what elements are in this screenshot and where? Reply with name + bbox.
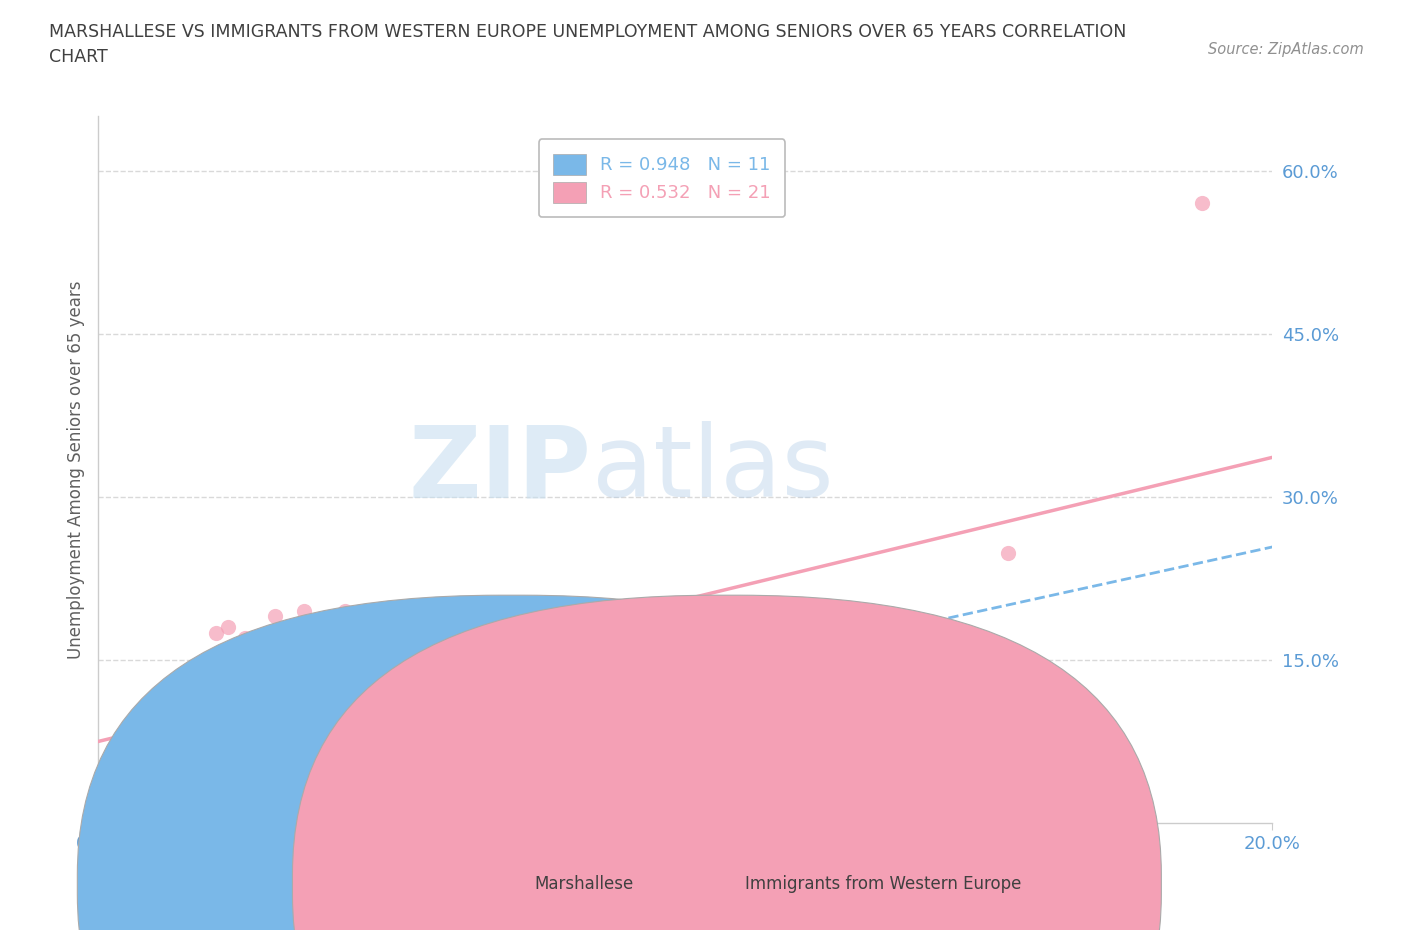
Point bbox=[146, 775, 169, 790]
Y-axis label: Unemployment Among Seniors over 65 years: Unemployment Among Seniors over 65 years bbox=[66, 281, 84, 658]
Text: ZIP: ZIP bbox=[409, 421, 592, 518]
Point bbox=[157, 680, 180, 695]
Point bbox=[122, 789, 145, 804]
Point bbox=[146, 737, 169, 752]
Text: MARSHALLESE VS IMMIGRANTS FROM WESTERN EUROPE UNEMPLOYMENT AMONG SENIORS OVER 65: MARSHALLESE VS IMMIGRANTS FROM WESTERN E… bbox=[49, 23, 1126, 66]
Point bbox=[117, 791, 139, 806]
Legend: R = 0.948   N = 11, R = 0.532   N = 21: R = 0.948 N = 11, R = 0.532 N = 21 bbox=[538, 140, 785, 218]
Point bbox=[938, 674, 960, 689]
Point bbox=[616, 694, 638, 709]
Point bbox=[93, 804, 115, 819]
Point bbox=[233, 631, 256, 645]
Point bbox=[134, 783, 156, 798]
Point bbox=[411, 691, 433, 706]
Point bbox=[105, 796, 128, 811]
Point bbox=[87, 783, 110, 798]
Point bbox=[292, 604, 315, 618]
Text: Marshallese: Marshallese bbox=[534, 874, 634, 893]
Point bbox=[205, 625, 228, 640]
Point bbox=[997, 546, 1019, 561]
Point bbox=[851, 631, 873, 645]
Point bbox=[498, 620, 520, 635]
Point bbox=[98, 803, 121, 817]
Point bbox=[468, 777, 491, 792]
Point bbox=[368, 663, 391, 678]
Point bbox=[263, 609, 285, 624]
Text: atlas: atlas bbox=[592, 421, 834, 518]
Point bbox=[98, 756, 121, 771]
Point bbox=[568, 726, 591, 741]
Text: Immigrants from Western Europe: Immigrants from Western Europe bbox=[745, 874, 1022, 893]
Point bbox=[176, 745, 198, 760]
Point bbox=[217, 620, 239, 635]
Point bbox=[645, 720, 668, 735]
Text: Source: ZipAtlas.com: Source: ZipAtlas.com bbox=[1208, 42, 1364, 57]
Point bbox=[128, 785, 150, 800]
Point bbox=[333, 604, 356, 618]
Point bbox=[821, 636, 844, 651]
Point bbox=[141, 781, 163, 796]
Point bbox=[1191, 196, 1213, 211]
